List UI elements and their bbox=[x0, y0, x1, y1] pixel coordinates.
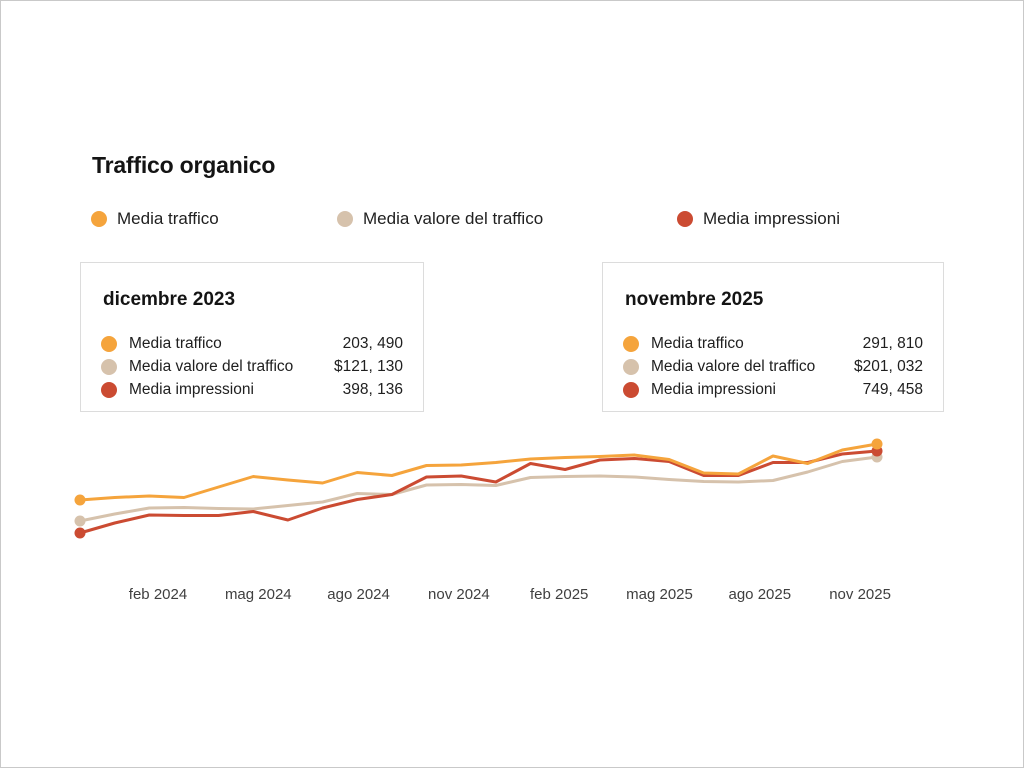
series-endpoint-dot-media-traffico[interactable] bbox=[871, 438, 883, 450]
x-axis-tick-label: nov 2025 bbox=[829, 586, 891, 603]
series-line-media-impressioni[interactable] bbox=[78, 449, 879, 535]
legend-color-dot-icon bbox=[677, 211, 693, 227]
metric-value: 749, 458 bbox=[862, 380, 923, 398]
legend-item-media-traffico[interactable]: Media traffico bbox=[91, 207, 219, 231]
metric-value: $201, 032 bbox=[854, 357, 923, 375]
x-axis-tick-label: ago 2024 bbox=[327, 586, 390, 603]
series-endpoint-dot-media-traffico[interactable] bbox=[74, 494, 86, 506]
metric-label: Media traffico bbox=[129, 334, 222, 352]
metric-label: Media traffico bbox=[651, 334, 744, 352]
metric-label: Media valore del traffico bbox=[129, 357, 294, 375]
tooltip-row-media-valore-del-traffico: Media valore del traffico $201, 032 bbox=[623, 355, 923, 378]
metric-value: $121, 130 bbox=[334, 357, 403, 375]
metric-label: Media valore del traffico bbox=[651, 357, 816, 375]
legend-item-media-impressioni[interactable]: Media impressioni bbox=[677, 207, 840, 231]
tooltip-card-title: dicembre 2023 bbox=[103, 289, 236, 310]
x-axis-tick-label: mag 2025 bbox=[626, 586, 693, 603]
metric-value: 203, 490 bbox=[342, 334, 403, 352]
chart-legend: Media traffico Media valore del traffico M… bbox=[0, 207, 1024, 231]
x-axis-tick-label: feb 2025 bbox=[529, 586, 589, 603]
page-title: Traffico organico bbox=[92, 152, 276, 178]
series-line-media-valore-del-traffico[interactable] bbox=[78, 455, 879, 523]
metric-label: Media impressioni bbox=[129, 380, 254, 398]
series-endpoint-dot-media-valore-del-traffico[interactable] bbox=[74, 515, 86, 527]
metric-color-dot-icon bbox=[101, 335, 117, 352]
legend-item-media-valore-del-traffico[interactable]: Media valore del traffico bbox=[337, 207, 543, 231]
x-axis-tick-label: nov 2024 bbox=[428, 586, 490, 603]
x-axis: feb 2024 mag 2024 ago 2024 nov 2024 feb 2025… bbox=[0, 586, 1024, 606]
organic-traffic-line-chart bbox=[74, 438, 883, 539]
metric-label: Media impressioni bbox=[651, 380, 776, 398]
metric-color-dot-icon bbox=[623, 358, 639, 375]
legend-item-label: Media valore del traffico bbox=[363, 209, 544, 228]
x-axis-tick-label: mag 2024 bbox=[224, 586, 292, 603]
series-line-media-traffico[interactable] bbox=[78, 442, 879, 502]
tooltip-row-media-traffico: Media traffico 291, 810 bbox=[623, 332, 923, 355]
legend-color-dot-icon bbox=[337, 211, 353, 227]
metric-color-dot-icon bbox=[101, 358, 117, 375]
tooltip-card-title: novembre 2025 bbox=[625, 289, 764, 310]
tooltip-card-novembre-2025: novembre 2025 Media traffico 291, 810 Media… bbox=[602, 262, 944, 412]
x-axis-tick-label: feb 2024 bbox=[128, 586, 188, 603]
metric-color-dot-icon bbox=[623, 335, 639, 352]
legend-item-label: Media traffico bbox=[117, 209, 219, 228]
legend-item-label: Media impressioni bbox=[703, 209, 840, 228]
series-endpoint-dot-media-impressioni[interactable] bbox=[74, 527, 86, 539]
legend-color-dot-icon bbox=[91, 211, 107, 227]
tooltip-card-dicembre-2023: dicembre 2023 Media traffico 203, 490 Media… bbox=[80, 262, 424, 412]
metric-color-dot-icon bbox=[623, 381, 639, 398]
tooltip-row-media-impressioni: Media impressioni 398, 136 bbox=[101, 378, 403, 401]
metric-color-dot-icon bbox=[101, 381, 117, 398]
metric-value: 291, 810 bbox=[862, 334, 923, 352]
x-axis-tick-label: ago 2025 bbox=[728, 586, 792, 603]
tooltip-row-media-valore-del-traffico: Media valore del traffico $121, 130 bbox=[101, 355, 403, 378]
metric-value: 398, 136 bbox=[342, 380, 403, 398]
tooltip-row-media-impressioni: Media impressioni 749, 458 bbox=[623, 378, 923, 401]
tooltip-row-media-traffico: Media traffico 203, 490 bbox=[101, 332, 403, 355]
